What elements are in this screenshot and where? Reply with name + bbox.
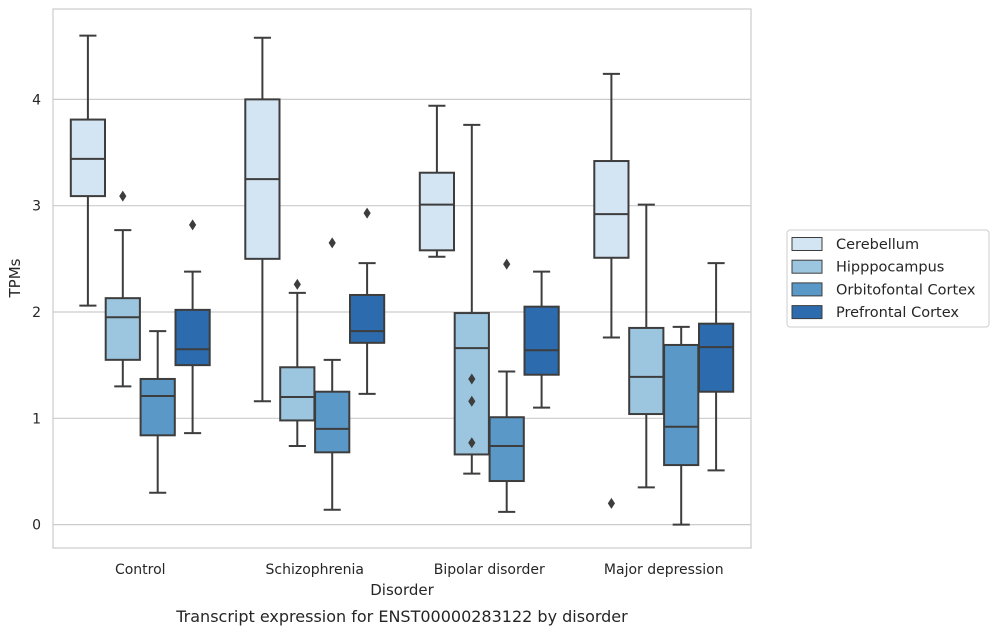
box-group — [174, 219, 211, 435]
legend-swatch — [791, 282, 823, 297]
legend: Cerebellum Hipppocampus Orbitofontal Corte… — [786, 229, 990, 328]
box — [593, 160, 630, 259]
box-group — [348, 207, 386, 395]
box — [279, 366, 316, 422]
legend-label: Cerebellum — [836, 237, 919, 253]
box — [174, 308, 211, 367]
x-tick-labels: Control Schizophrenia Bipolar disorder Majo… — [115, 562, 724, 578]
x-axis-label: Disorder — [370, 581, 434, 599]
outlier-point — [468, 395, 476, 407]
box-group — [453, 123, 490, 475]
y-axis-label: TPMs — [6, 258, 24, 298]
outlier-point — [328, 237, 336, 249]
legend-swatch — [791, 259, 823, 274]
box-group — [244, 36, 281, 403]
y-tick-label: 1 — [32, 411, 41, 427]
box — [104, 297, 141, 361]
outlier-point — [503, 258, 511, 270]
box — [69, 118, 107, 198]
box-group — [697, 262, 735, 472]
chart-caption: Transcript expression for ENST0000028312… — [175, 607, 628, 626]
box-group — [279, 278, 316, 447]
box — [139, 377, 176, 437]
box — [314, 390, 351, 454]
y-tick-label: 3 — [32, 199, 41, 215]
box-group — [104, 190, 141, 388]
legend-frame — [786, 229, 990, 328]
outlier-point — [189, 219, 197, 231]
y-tick-label: 2 — [32, 305, 41, 321]
x-tick-label: Bipolar disorder — [434, 562, 545, 578]
box-group — [523, 270, 560, 409]
x-tick-label: Major depression — [604, 562, 724, 578]
legend-label: Prefrontal Cortex — [836, 305, 959, 321]
box-group — [488, 258, 525, 513]
outlier-point — [468, 437, 476, 449]
outlier-point — [119, 190, 127, 202]
box-group — [418, 104, 456, 258]
box-group — [663, 325, 700, 526]
y-tick-label: 4 — [32, 92, 41, 108]
legend-label: Orbitofontal Cortex — [836, 282, 976, 298]
boxes-layer — [69, 34, 735, 526]
box-group — [314, 237, 351, 511]
outlier-point — [293, 278, 301, 290]
outlier-point — [468, 373, 476, 385]
legend-swatch — [791, 305, 823, 320]
box — [628, 326, 665, 416]
y-tick-labels: 0 1 2 3 4 — [32, 92, 41, 533]
x-tick-label: Control — [115, 562, 166, 578]
outlier-point — [363, 207, 371, 219]
box — [697, 322, 735, 393]
box-group — [69, 34, 107, 307]
outlier-point — [607, 497, 615, 509]
box — [418, 171, 456, 252]
legend-swatch — [791, 237, 823, 251]
box — [663, 343, 700, 467]
x-tick-label: Schizophrenia — [266, 562, 364, 578]
y-tick-label: 0 — [32, 518, 41, 534]
box-group — [593, 72, 630, 509]
box — [488, 416, 525, 483]
legend-label: Hipppocampus — [836, 260, 944, 276]
box-group — [139, 330, 176, 494]
box — [348, 293, 386, 344]
box — [523, 305, 560, 376]
